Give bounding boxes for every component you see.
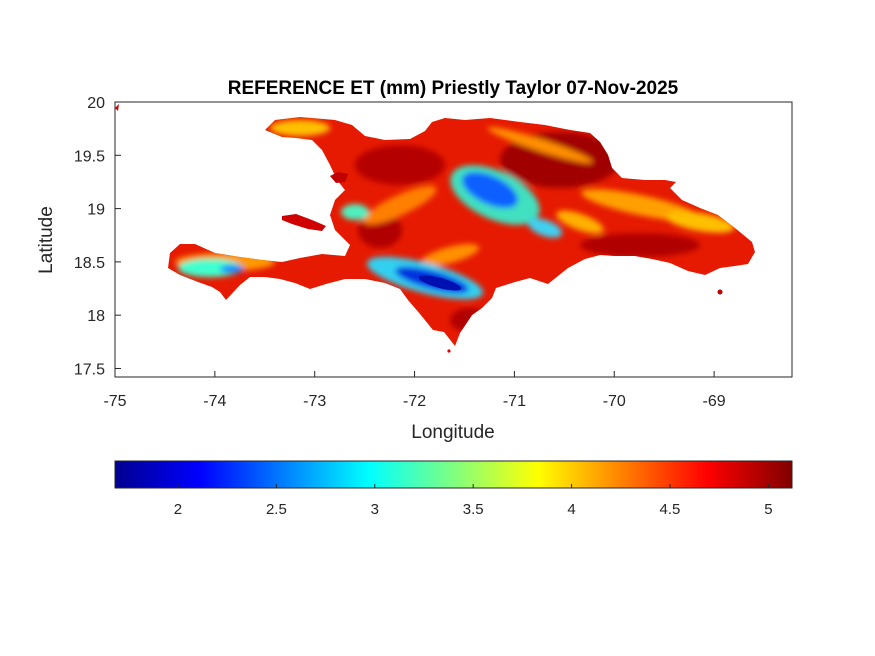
deep-low-patch: [418, 275, 462, 291]
corner-speck: [115, 104, 119, 111]
x-axis-label: Longitude: [411, 422, 494, 443]
tortuga-island: [282, 214, 326, 231]
colorbar-tick-label: 5: [764, 501, 772, 518]
y-tick-label: 19: [87, 202, 105, 219]
colorbar-tick-label: 3.5: [463, 501, 484, 518]
chart-title: REFERENCE ET (mm) Priestly Taylor 07-Nov…: [228, 78, 679, 99]
beata-islet: [447, 349, 451, 353]
y-axis-ticks: 17.5 18 18.5 19 19.5 20: [74, 95, 121, 378]
colorbar-tick-label: 2.5: [266, 501, 287, 518]
x-tick-label: -69: [703, 393, 726, 410]
x-tick-label: -75: [103, 393, 126, 410]
colorbar-tick-label: 4.5: [660, 501, 681, 518]
y-tick-label: 17.5: [74, 361, 105, 378]
y-tick-label: 18.5: [74, 255, 105, 272]
y-tick-label: 19.5: [74, 148, 105, 165]
y-tick-label: 20: [87, 95, 105, 112]
map-area: [115, 102, 792, 377]
x-tick-label: -72: [403, 393, 426, 410]
colorbar-tick-label: 3: [371, 501, 379, 518]
colorbar-tick-label: 4: [567, 501, 575, 518]
y-tick-label: 18: [87, 308, 105, 325]
gonave-island: [330, 172, 348, 183]
saona-islet: [717, 289, 723, 295]
axes-frame: [114, 101, 793, 378]
x-tick-label: -71: [503, 393, 526, 410]
colorbar-tick-label: 2: [174, 501, 182, 518]
colorbar: [114, 460, 793, 489]
x-tick-label: -70: [603, 393, 626, 410]
x-axis-ticks: -75 -74 -73 -72 -71 -70 -69: [103, 371, 726, 410]
x-tick-label: -74: [203, 393, 226, 410]
x-tick-label: -73: [303, 393, 326, 410]
y-axis-label: Latitude: [36, 206, 57, 274]
colorbar-ticks: 2 2.5 3 3.5 4 4.5 5: [174, 484, 773, 518]
